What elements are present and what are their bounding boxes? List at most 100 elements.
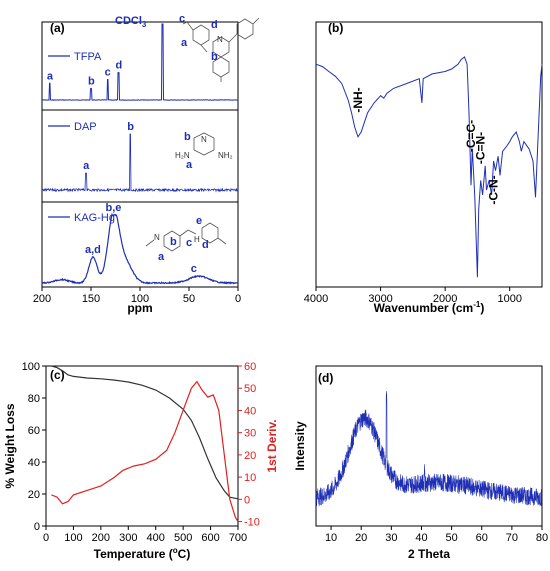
legend-dap: DAP: [48, 121, 97, 133]
c-ytick-label-1: 20: [28, 489, 40, 501]
c-y2tick-label-6: 50: [244, 383, 256, 395]
dap-struct-h2n: H₂N: [175, 151, 190, 160]
peak-label-dap-0: a: [83, 160, 90, 172]
tfpa-spectrum: [42, 23, 239, 101]
panel-d-x-axis-label: 2 Theta: [408, 547, 450, 561]
panel-b-xlabel-end: ): [480, 301, 484, 315]
panel-c-y2-axis-label: 1st Deriv.: [265, 419, 279, 472]
a-xtick-label-3: 50: [183, 293, 195, 305]
c-y2tick-label-3: 20: [244, 450, 256, 462]
panel-a-label: (a): [50, 21, 65, 35]
peak-label-tfpa-0: a: [47, 70, 54, 82]
c-y2tick-label-2: 10: [244, 472, 256, 484]
tfpa-struct-b: b: [211, 51, 218, 63]
panel-d-frame: [315, 365, 543, 527]
d-xtick-label-6: 70: [506, 532, 518, 544]
panel-c-label: (c): [50, 368, 65, 382]
legend-kag: KAG-Hg: [48, 212, 115, 224]
peak-label-dap-1: b: [127, 121, 134, 133]
dap-struct-b: b: [184, 131, 191, 143]
dap-spectrum: [41, 133, 239, 193]
tfpa-struct-c: c: [179, 13, 185, 25]
panel-d-y-axis-label: Intensity: [293, 421, 307, 471]
a-xtick-label-1: 150: [82, 293, 100, 305]
c-y2tick-label-5: 40: [244, 405, 256, 417]
c-xtick-label-0: 0: [43, 532, 49, 544]
panel-d-label: (d): [318, 371, 333, 385]
cdcl3-main: CDCl: [115, 15, 142, 27]
panel-c-x-axis-label: Temperature (oC): [94, 546, 191, 561]
c-xtick-label-1: 100: [64, 532, 82, 544]
c-ytick-label-0: 0: [34, 521, 40, 533]
panel-b-x-axis-label: Wavenumber (cm-1): [374, 300, 485, 315]
panel-c-frame: [45, 365, 239, 527]
panel-a-x-ticks: 200 150 100 50 0: [33, 287, 241, 305]
panel-b-frame: [315, 21, 543, 288]
peak-label-kag-0: a,d: [85, 244, 101, 256]
c-xtick-label-6: 600: [201, 532, 219, 544]
legend-kag-label: KAG-Hg: [74, 212, 115, 224]
panel-d: (d) 10 20 30 40 50 60 70 80 2 Theta Intensity: [293, 365, 548, 561]
panel-b-xlabel-sup: -1: [473, 300, 481, 309]
a-xtick-label-4: 0: [235, 293, 241, 305]
legend-dap-label: DAP: [74, 121, 97, 133]
panel-b-xlabel-main: Wavenumber (cm: [374, 301, 474, 315]
c-y2tick-label-7: 60: [244, 361, 256, 373]
tfpa-peak-labels: a bcd: [47, 60, 122, 88]
panel-d-x-ticks: 10 20 30 40 50 60 70 80: [325, 526, 548, 544]
b-xtick-label-1: 3000: [368, 293, 392, 305]
cdcl3-label: CDCl3: [115, 15, 147, 29]
c-xtick-label-2: 200: [92, 532, 110, 544]
ftir-annotation-1: -C=C-: [464, 120, 478, 152]
ftir-annotations: -NH- -C=C--C=N- -C-N-: [351, 87, 501, 204]
xrd-pattern: [315, 391, 543, 507]
dap-struct-a: a: [186, 159, 193, 171]
panel-c-y-axis-label: % Weight Loss: [3, 403, 17, 488]
peak-label-kag-2: c: [191, 263, 197, 275]
b-xtick-label-3: 1000: [497, 293, 521, 305]
dap-structure: b a H₂N NH₂ N: [175, 131, 233, 171]
kag-struct-e: e: [196, 215, 202, 227]
panel-c: (c) 0 100 200 300 400 500 600 700 020406080100 …: [3, 361, 279, 561]
peak-label-tfpa-3: d: [115, 60, 122, 72]
ftir-annotation-0: -NH-: [351, 87, 365, 112]
c-ytick-label-3: 60: [28, 425, 40, 437]
cdcl3-sub: 3: [142, 20, 147, 29]
panel-a: (a) TFPA DAP KAG-Hg a bcd ab a,db,ec CDCl…: [33, 13, 260, 315]
d-xtick-label-2: 30: [385, 532, 397, 544]
panel-b: (b) -NH- -C=C--C=N- -C-N- 4000 3000 2000 1000…: [304, 21, 543, 315]
weight-loss-curve: [51, 365, 239, 500]
kag-struct-d: d: [202, 239, 209, 251]
kag-struct-h: H: [194, 235, 200, 244]
d-xtick-label-0: 10: [325, 532, 337, 544]
peak-label-kag-1: b,e: [106, 202, 122, 214]
d-xtick-label-4: 50: [445, 532, 457, 544]
panel-c-y2-ticks: -10 0 10 20 30 40 50 60: [238, 361, 260, 529]
kag-struct-b: b: [170, 236, 177, 248]
b-xtick-label-0: 4000: [304, 293, 328, 305]
d-xtick-label-7: 80: [536, 532, 548, 544]
c-ytick-label-4: 80: [28, 393, 40, 405]
kag-spectrum: [41, 212, 239, 285]
peak-label-tfpa-1: b: [88, 76, 95, 88]
a-xtick-label-0: 200: [33, 293, 51, 305]
panel-c-xlabel-end: C): [178, 547, 191, 561]
b-xtick-label-2: 2000: [433, 293, 457, 305]
panel-b-x-ticks: 4000 3000 2000 1000: [304, 287, 522, 305]
kag-peak-labels: a,d b,e c: [85, 202, 197, 275]
a-xtick-label-2: 100: [131, 293, 149, 305]
c-xtick-label-7: 700: [229, 532, 247, 544]
c-xtick-label-5: 500: [174, 532, 192, 544]
tfpa-struct-a: a: [181, 37, 188, 49]
kag-struct-a: a: [158, 251, 165, 263]
c-xtick-label-4: 400: [147, 532, 165, 544]
ftir-annotation-3: -C-N-: [487, 175, 501, 204]
panel-a-x-axis-label: ppm: [127, 301, 152, 315]
panel-b-label: (b): [328, 21, 343, 35]
dap-struct-n: N: [201, 135, 207, 144]
c-xtick-label-3: 300: [119, 532, 137, 544]
c-y2tick-label-0: -10: [244, 517, 260, 529]
peak-label-tfpa-2: c: [105, 66, 111, 78]
tfpa-structure: a b c d N: [179, 13, 260, 82]
tfpa-struct-d: d: [211, 19, 218, 31]
